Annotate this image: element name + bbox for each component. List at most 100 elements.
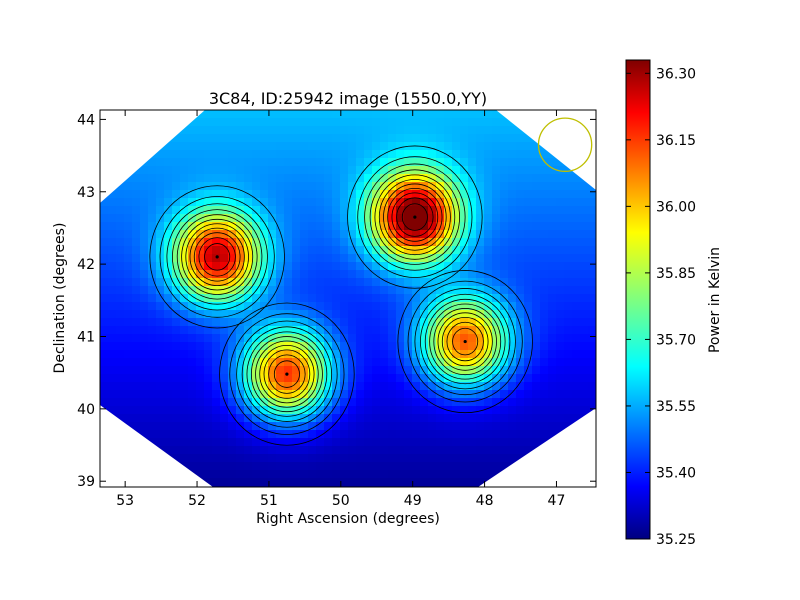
heat-cell <box>300 158 309 167</box>
heat-cell <box>564 230 573 239</box>
heat-cell <box>548 334 557 343</box>
heat-cell <box>532 390 541 399</box>
heat-cell <box>340 446 349 455</box>
contour-line <box>198 237 236 277</box>
heat-cell <box>452 294 461 303</box>
heat-cell <box>324 478 333 487</box>
heat-cell <box>324 334 333 343</box>
heat-cell <box>356 246 365 255</box>
heat-cell <box>540 206 549 215</box>
heat-cell <box>140 430 149 439</box>
heat-cell <box>172 318 181 327</box>
heat-cell <box>580 238 589 247</box>
heat-cell <box>580 358 589 367</box>
heat-cell <box>284 118 293 127</box>
heat-cell <box>492 126 501 135</box>
heat-cell <box>452 158 461 167</box>
heat-cell <box>132 246 141 255</box>
heat-cell <box>492 350 501 359</box>
heat-cell <box>116 174 125 183</box>
heat-cell <box>348 390 357 399</box>
heat-cell <box>524 142 533 151</box>
heat-cell <box>548 278 557 287</box>
heat-cell <box>500 294 509 303</box>
heat-cell <box>188 158 197 167</box>
heat-cell <box>524 150 533 159</box>
heat-cell <box>476 334 485 343</box>
heat-cell <box>524 454 533 463</box>
heat-cell <box>300 222 309 231</box>
heat-cell <box>460 262 469 271</box>
heat-cell <box>556 446 565 455</box>
contour-line <box>263 349 311 399</box>
heat-cell <box>260 390 269 399</box>
heat-cell <box>316 350 325 359</box>
heat-cell <box>252 310 261 319</box>
heat-cell <box>588 470 596 479</box>
heat-cell <box>108 470 117 479</box>
contour-line <box>383 183 447 251</box>
heat-cell <box>276 454 285 463</box>
heat-cell <box>164 214 173 223</box>
heat-cell <box>468 286 477 295</box>
heat-cell <box>212 254 221 263</box>
heat-cell <box>476 134 485 143</box>
heat-cell <box>340 294 349 303</box>
heat-cell <box>348 270 357 279</box>
heat-cell <box>372 454 381 463</box>
heat-cell <box>196 438 205 447</box>
heat-cell <box>108 326 117 335</box>
heat-cell <box>292 390 301 399</box>
heat-cell <box>204 358 213 367</box>
heat-cell <box>220 214 229 223</box>
heat-cell <box>492 190 501 199</box>
heat-cell <box>468 278 477 287</box>
heat-cell <box>364 422 373 431</box>
heat-cell <box>404 350 413 359</box>
heat-cell <box>508 150 517 159</box>
heat-cell <box>556 110 565 119</box>
heat-cell <box>172 414 181 423</box>
heat-cell <box>308 110 317 119</box>
heat-cell <box>556 262 565 271</box>
heat-cell <box>372 230 381 239</box>
heat-cell <box>380 350 389 359</box>
heat-cell <box>124 398 133 407</box>
heat-cell <box>420 158 429 167</box>
heat-cell <box>420 126 429 135</box>
heat-cell <box>396 166 405 175</box>
heat-cell <box>108 182 117 191</box>
contour-line <box>420 293 511 390</box>
heat-cell <box>316 118 325 127</box>
heat-cell <box>292 174 301 183</box>
heat-cell <box>580 454 589 463</box>
heat-cell <box>484 230 493 239</box>
heat-cell <box>196 278 205 287</box>
heat-cell <box>572 174 581 183</box>
heat-cell <box>396 270 405 279</box>
heat-cell <box>268 214 277 223</box>
heat-cell <box>388 470 397 479</box>
heat-cell <box>588 214 596 223</box>
heat-cell <box>164 446 173 455</box>
heat-cell <box>244 318 253 327</box>
heat-cell <box>212 390 221 399</box>
heat-cell <box>268 110 277 119</box>
heat-cell <box>564 358 573 367</box>
heat-cell <box>540 438 549 447</box>
heat-cell <box>588 294 596 303</box>
heat-cell <box>340 350 349 359</box>
heat-cell <box>268 198 277 207</box>
heat-cell <box>252 214 261 223</box>
heat-cell <box>316 342 325 351</box>
heat-cell <box>548 270 557 279</box>
heat-cell <box>252 318 261 327</box>
heat-cell <box>220 438 229 447</box>
heat-cell <box>572 110 581 119</box>
heat-cell <box>220 278 229 287</box>
heat-cell <box>332 278 341 287</box>
heat-cell <box>148 262 157 271</box>
heat-cell <box>324 326 333 335</box>
heat-cell <box>124 134 133 143</box>
heat-cell <box>588 318 596 327</box>
